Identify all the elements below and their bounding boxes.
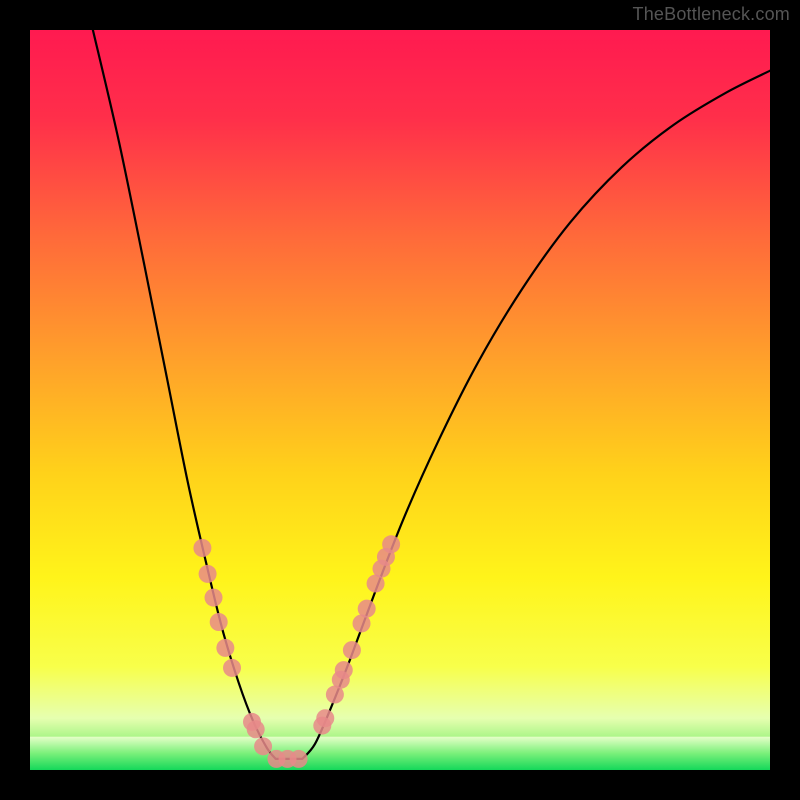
data-dot xyxy=(210,613,228,631)
data-dot xyxy=(254,737,272,755)
curve-layer xyxy=(30,30,770,770)
chart-frame: TheBottleneck.com xyxy=(0,0,800,800)
data-dot xyxy=(193,539,211,557)
data-dot xyxy=(247,720,265,738)
data-dot xyxy=(205,589,223,607)
data-dot xyxy=(335,661,353,679)
data-dot xyxy=(382,535,400,553)
bottleneck-curve xyxy=(93,30,770,759)
data-dot xyxy=(316,709,334,727)
data-dot xyxy=(343,641,361,659)
chart-area xyxy=(30,30,770,770)
data-dots-group xyxy=(193,535,400,768)
watermark-label: TheBottleneck.com xyxy=(633,4,790,25)
data-dot xyxy=(290,750,308,768)
data-dot xyxy=(358,600,376,618)
data-dot xyxy=(199,565,217,583)
data-dot xyxy=(216,639,234,657)
data-dot xyxy=(223,659,241,677)
